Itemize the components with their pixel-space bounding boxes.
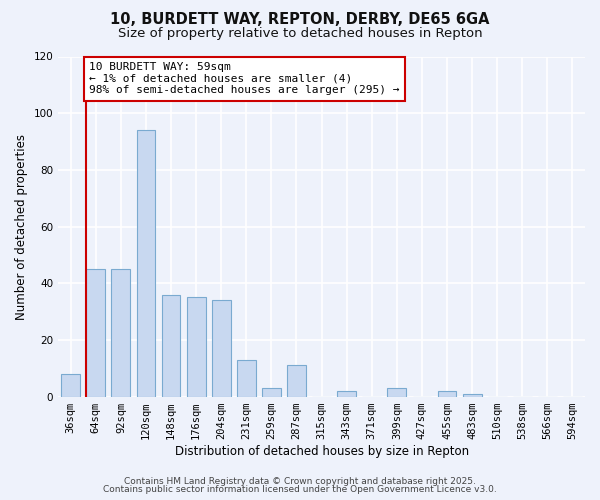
Bar [337,391,356,396]
Bar [161,294,181,396]
Text: 10 BURDETT WAY: 59sqm
← 1% of detached houses are smaller (4)
98% of semi-detach: 10 BURDETT WAY: 59sqm ← 1% of detached h… [89,62,400,96]
Bar [463,394,482,396]
Bar [86,269,105,396]
Text: Size of property relative to detached houses in Repton: Size of property relative to detached ho… [118,28,482,40]
Bar [187,298,206,396]
X-axis label: Distribution of detached houses by size in Repton: Distribution of detached houses by size … [175,444,469,458]
Bar [137,130,155,396]
Text: Contains HM Land Registry data © Crown copyright and database right 2025.: Contains HM Land Registry data © Crown c… [124,477,476,486]
Bar [388,388,406,396]
Bar [212,300,230,396]
Y-axis label: Number of detached properties: Number of detached properties [15,134,28,320]
Bar [112,269,130,396]
Text: Contains public sector information licensed under the Open Government Licence v3: Contains public sector information licen… [103,485,497,494]
Bar [61,374,80,396]
Bar [237,360,256,397]
Bar [437,391,457,396]
Bar [262,388,281,396]
Bar [287,366,306,396]
Text: 10, BURDETT WAY, REPTON, DERBY, DE65 6GA: 10, BURDETT WAY, REPTON, DERBY, DE65 6GA [110,12,490,28]
